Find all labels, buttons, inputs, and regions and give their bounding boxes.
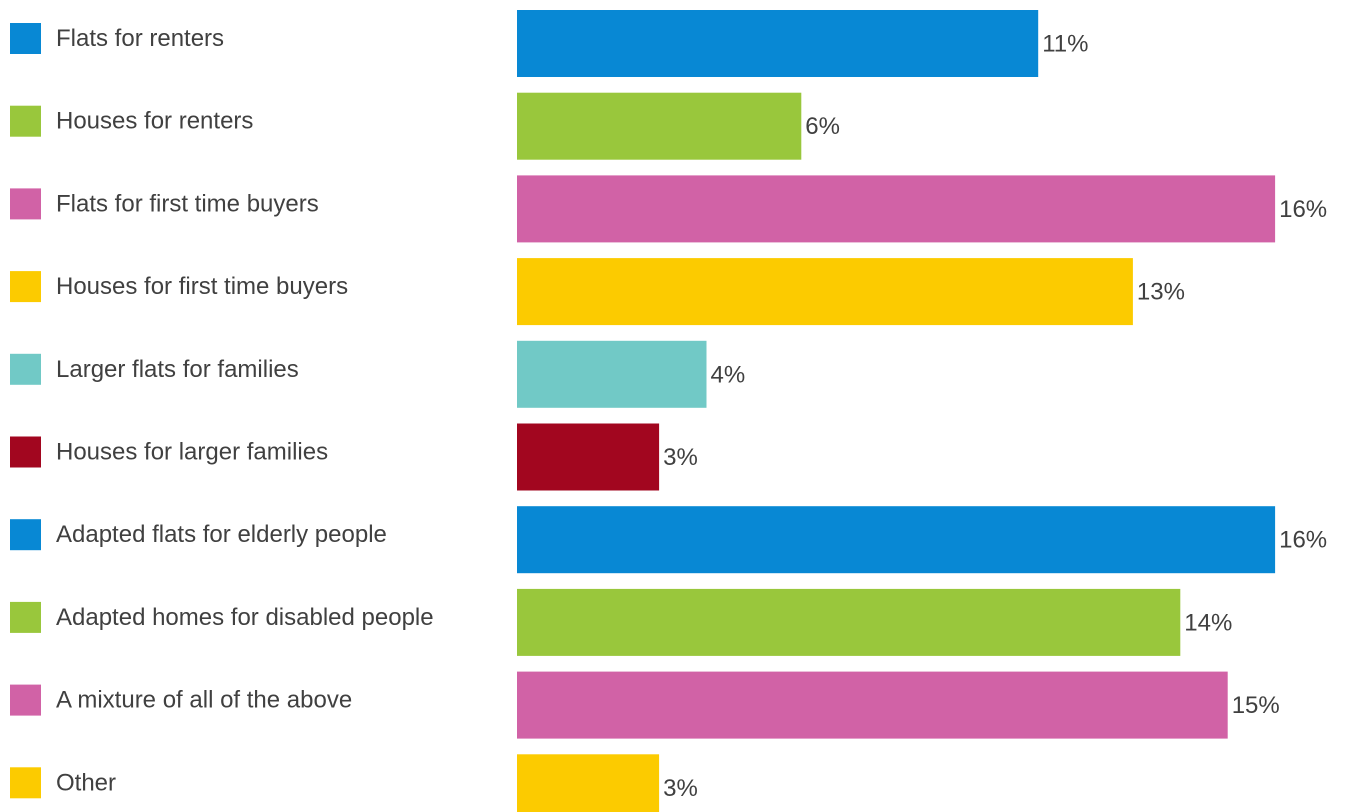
legend-label: Houses for first time buyers bbox=[56, 273, 348, 300]
legend-label: Flats for first time buyers bbox=[56, 190, 319, 217]
bar bbox=[517, 92, 802, 160]
value-label: 13% bbox=[1137, 279, 1185, 306]
legend-label: Larger flats for families bbox=[56, 356, 299, 383]
legend-swatch bbox=[10, 519, 41, 551]
legend-swatch bbox=[10, 767, 41, 799]
legend-swatch bbox=[10, 271, 41, 303]
legend-label: Other bbox=[56, 769, 116, 796]
value-label: 16% bbox=[1279, 527, 1327, 554]
legend-label: Houses for renters bbox=[56, 108, 253, 135]
bar bbox=[517, 175, 1276, 243]
legend-swatch bbox=[10, 601, 41, 633]
bar bbox=[517, 588, 1181, 656]
legend-label: Adapted homes for disabled people bbox=[56, 604, 434, 631]
legend-swatch bbox=[10, 684, 41, 716]
bar bbox=[517, 258, 1133, 326]
bar bbox=[517, 671, 1228, 739]
legend-swatch bbox=[10, 188, 41, 220]
value-label: 3% bbox=[663, 444, 698, 471]
legend-swatch bbox=[10, 23, 41, 54]
legend-swatch bbox=[10, 353, 41, 385]
bar bbox=[517, 10, 1039, 77]
value-label: 11% bbox=[1042, 31, 1088, 58]
bar bbox=[517, 423, 660, 491]
value-label: 3% bbox=[663, 775, 698, 802]
legend-label: Flats for renters bbox=[56, 25, 224, 52]
legend-swatch bbox=[10, 105, 41, 137]
value-label: 15% bbox=[1232, 692, 1280, 719]
bar bbox=[517, 506, 1276, 574]
value-label: 14% bbox=[1184, 609, 1232, 636]
value-label: 16% bbox=[1279, 196, 1327, 223]
legend-swatch bbox=[10, 436, 41, 468]
legend-label: Adapted flats for elderly people bbox=[56, 521, 387, 548]
legend-label: A mixture of all of the above bbox=[56, 687, 352, 714]
value-label: 4% bbox=[711, 361, 746, 388]
legend-label: Houses for larger families bbox=[56, 439, 328, 466]
value-label: 6% bbox=[805, 113, 840, 140]
bar bbox=[517, 340, 707, 408]
bar bbox=[517, 754, 660, 812]
